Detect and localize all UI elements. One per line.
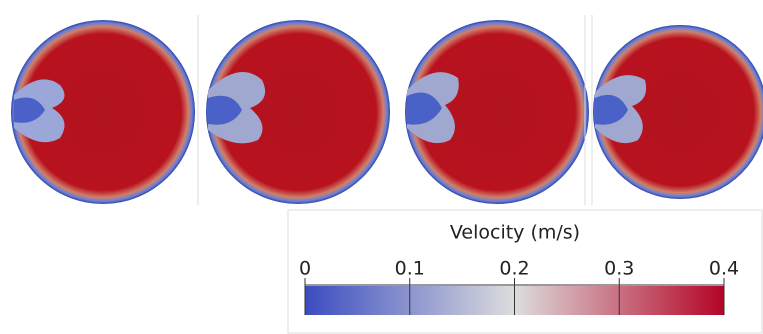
colorbar: Velocity (m/s) 0 0.1 0.2 0.3 0.4 (287, 209, 763, 334)
field-1 (11, 20, 195, 204)
colorbar-title: Velocity (m/s) (450, 222, 580, 244)
tick-label: 0.1 (395, 258, 425, 280)
tick-label: 0.3 (604, 258, 634, 280)
tick-label: 0.2 (499, 258, 529, 280)
velocity-fields (11, 15, 763, 205)
field-3 (405, 20, 589, 204)
field-2 (206, 20, 390, 204)
tick-label: 0.4 (709, 258, 739, 280)
field-4 (593, 25, 763, 199)
tick-label: 0 (299, 258, 311, 280)
